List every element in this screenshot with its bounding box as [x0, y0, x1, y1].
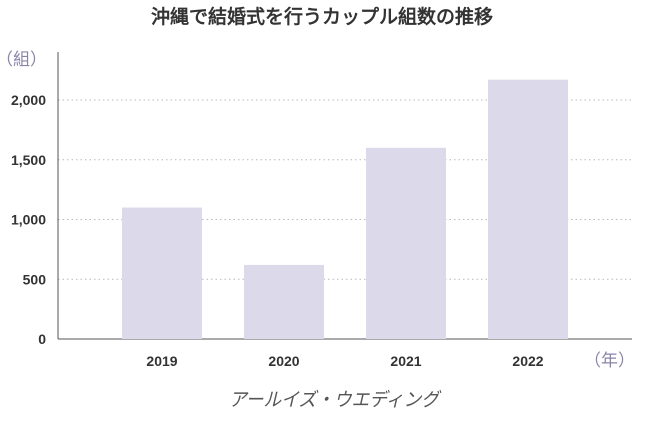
y-tick-label: 1,500 — [11, 152, 46, 168]
y-tick-label: 1,000 — [11, 212, 46, 228]
x-tick-label: 2021 — [390, 353, 421, 369]
x-axis-unit-label: （年） — [584, 351, 635, 371]
x-tick-label: 2020 — [268, 353, 299, 369]
bar-2022 — [488, 79, 568, 339]
chart-title: 沖縄で結婚式を行うカップル組数の推移 — [151, 5, 493, 28]
y-tick-label: 2,000 — [11, 92, 46, 108]
bar-2021 — [366, 147, 446, 339]
bar-2020 — [244, 264, 324, 339]
bar-2019 — [122, 207, 202, 339]
x-axis-ticks: 2019 2020 2021 2022 — [146, 353, 543, 369]
y-axis-ticks: 0 500 1,000 1,500 2,000 — [11, 92, 46, 347]
x-tick-label: 2022 — [512, 353, 543, 369]
bars — [122, 79, 568, 339]
brand-logo: アールイズ・ウエディング — [229, 389, 442, 411]
y-tick-label: 500 — [23, 271, 47, 287]
y-tick-label: 0 — [38, 331, 46, 347]
brand-logo-text: アールイズ・ウエディング — [229, 389, 442, 411]
x-tick-label: 2019 — [146, 353, 177, 369]
y-axis-unit-label: （組） — [0, 50, 47, 70]
